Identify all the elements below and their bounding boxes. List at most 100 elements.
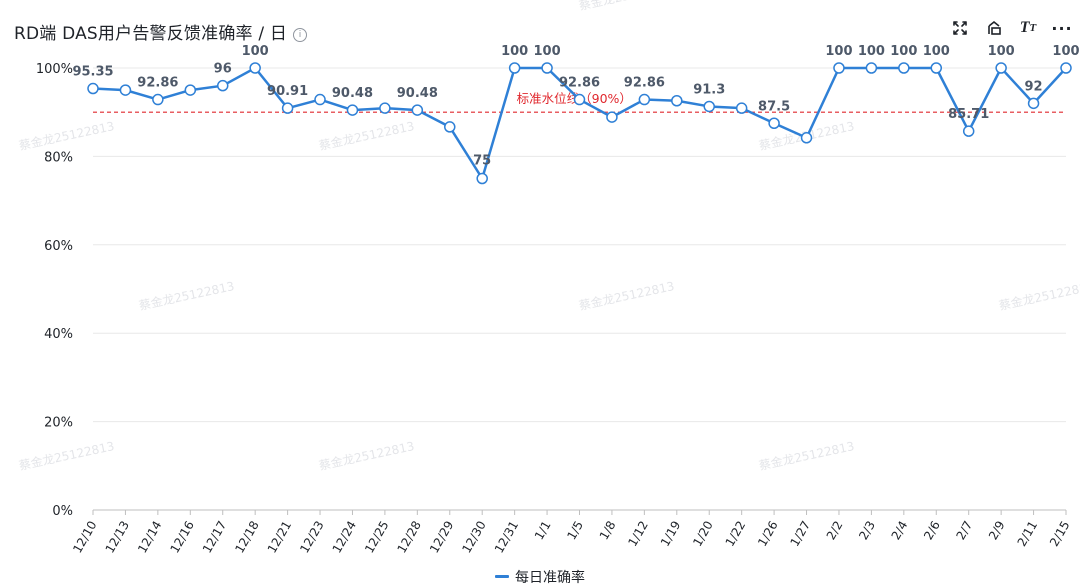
- x-tick-label: 1/5: [564, 519, 586, 543]
- data-point: [703, 100, 715, 113]
- data-label: 75: [473, 154, 491, 169]
- data-label: 100: [242, 44, 269, 59]
- x-tick-label: 1/12: [625, 519, 651, 549]
- x-tick-label: 1/1: [532, 519, 554, 543]
- y-tick-label: 20%: [44, 416, 73, 431]
- data-label: 95.35: [72, 65, 113, 80]
- data-label: 87.5: [758, 99, 790, 114]
- data-point: [379, 102, 391, 114]
- data-label: 100: [825, 44, 852, 59]
- watermark-text: 蔡金龙25122813: [578, 278, 676, 313]
- x-tick-label: 2/11: [1015, 519, 1041, 549]
- data-point: [800, 132, 813, 144]
- data-point: [962, 125, 975, 137]
- x-tick-label: 12/29: [427, 519, 456, 556]
- data-label: 90.91: [267, 84, 308, 99]
- data-label: 85.71: [948, 107, 989, 122]
- x-tick-label: 2/6: [921, 519, 943, 543]
- y-tick-label: 60%: [44, 239, 73, 254]
- legend-label: 每日准确率: [515, 570, 585, 586]
- data-point: [87, 82, 99, 95]
- x-tick-label: 2/15: [1047, 519, 1073, 549]
- data-point: [281, 102, 294, 114]
- watermark-text: 蔡金龙25122813: [18, 438, 116, 473]
- data-point: [476, 172, 488, 185]
- data-point: [119, 84, 132, 96]
- data-label: 100: [988, 44, 1015, 59]
- data-label: 100: [890, 44, 917, 59]
- data-point: [735, 102, 748, 114]
- data-point: [638, 93, 651, 106]
- x-tick-label: 12/14: [135, 519, 164, 556]
- watermark-text: 蔡金龙25122813: [998, 278, 1080, 313]
- watermark-text: 蔡金龙25122813: [18, 118, 116, 153]
- x-tick-label: 12/18: [232, 519, 261, 556]
- watermark-text: 蔡金龙25122813: [318, 438, 416, 473]
- fullscreen-icon[interactable]: [950, 18, 970, 38]
- data-point: [1027, 97, 1040, 110]
- line-chart: 蔡金龙25122813 蔡金龙25122813 蔡金龙25122813 蔡金龙2512…: [18, 0, 1080, 556]
- data-label: 96: [214, 62, 232, 77]
- data-point: [1060, 62, 1072, 74]
- y-tick-label: 0%: [52, 504, 73, 519]
- chart-title: RD端 DAS用户告警反馈准确率 / 日 i: [14, 19, 308, 44]
- x-tick-label: 1/8: [597, 519, 619, 543]
- x-tick-label: 12/24: [330, 519, 359, 556]
- legend-swatch: [495, 575, 509, 578]
- info-icon[interactable]: i: [293, 28, 308, 42]
- rotate-icon[interactable]: [984, 18, 1004, 38]
- x-tick-label: 2/9: [986, 518, 1008, 542]
- data-point: [671, 95, 683, 107]
- x-tick-label: 12/10: [70, 519, 99, 556]
- data-point: [833, 62, 845, 74]
- data-point: [573, 93, 586, 106]
- x-tick-label: 12/16: [167, 519, 196, 556]
- data-label: 100: [858, 44, 885, 59]
- data-point: [444, 121, 456, 133]
- x-tick-label: 12/23: [297, 519, 326, 556]
- y-tick-label: 100%: [36, 62, 73, 77]
- watermark-text: 蔡金龙25122813: [318, 118, 416, 153]
- y-tick-label: 80%: [44, 150, 73, 165]
- data-point: [541, 62, 553, 74]
- data-label: 92.86: [559, 76, 600, 91]
- x-tick-label: 12/17: [200, 519, 229, 556]
- x-tick-label: 12/13: [103, 519, 132, 556]
- data-point: [898, 62, 910, 74]
- chart-title-text: RD端 DAS用户告警反馈准确率 / 日: [14, 24, 288, 44]
- x-tick-label: 1/27: [788, 519, 814, 549]
- data-point: [249, 62, 261, 74]
- data-label: 92: [1025, 79, 1043, 94]
- data-label: 100: [1052, 44, 1079, 59]
- data-point: [216, 79, 229, 92]
- x-tick-label: 2/7: [954, 519, 976, 543]
- data-point: [314, 93, 326, 106]
- x-tick-label: 1/22: [723, 519, 749, 549]
- watermark-text: 蔡金龙25122813: [578, 0, 676, 13]
- watermark-text: 蔡金龙25122813: [758, 438, 856, 473]
- data-point: [865, 62, 878, 74]
- x-tick-label: 12/28: [395, 519, 424, 556]
- data-point: [606, 111, 618, 123]
- y-tick-label: 40%: [44, 327, 73, 342]
- legend[interactable]: 每日准确率: [0, 567, 1080, 587]
- data-point: [152, 93, 164, 106]
- data-label: 92.86: [624, 76, 665, 91]
- x-tick-label: 12/30: [459, 519, 488, 556]
- data-label: 100: [923, 44, 950, 59]
- more-icon[interactable]: ···: [1051, 18, 1073, 38]
- data-point: [346, 104, 359, 116]
- data-point: [411, 104, 424, 116]
- data-label: 92.86: [137, 76, 178, 91]
- x-tick-label: 1/20: [690, 519, 716, 549]
- x-tick-label: 1/26: [755, 519, 781, 549]
- data-label: 90.48: [332, 86, 373, 101]
- data-label: 100: [501, 44, 528, 59]
- data-label: 91.3: [693, 82, 725, 97]
- data-point: [995, 62, 1007, 74]
- x-tick-label: 1/19: [658, 519, 684, 549]
- x-tick-label: 2/2: [824, 519, 846, 543]
- x-tick-label: 2/3: [856, 519, 878, 543]
